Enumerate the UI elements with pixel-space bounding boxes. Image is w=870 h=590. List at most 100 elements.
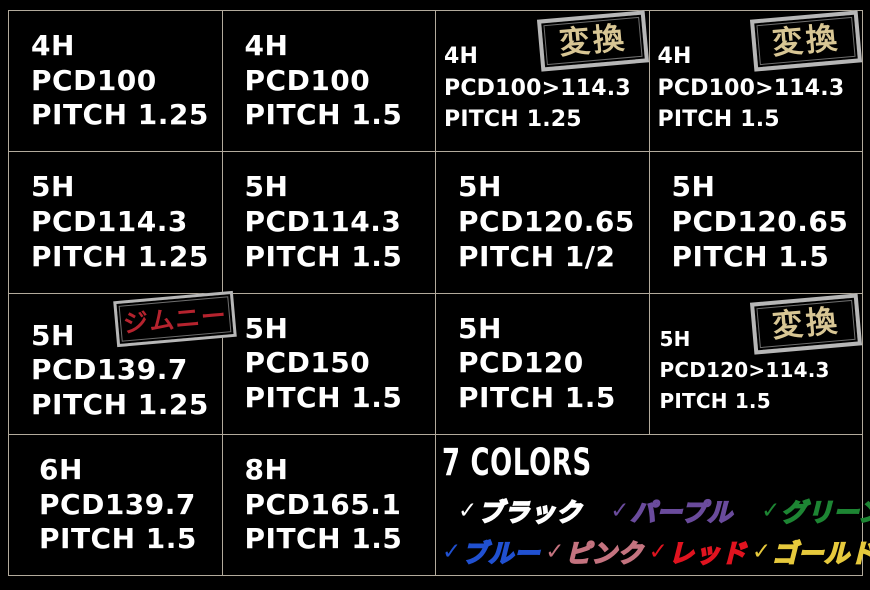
pcd-value: PCD120.65 bbox=[671, 205, 849, 239]
check-icon: ✓ bbox=[545, 538, 565, 565]
spec-text: 5H PCD114.3 PITCH 1.25 bbox=[31, 170, 222, 274]
pitch-value: PITCH 1.5 bbox=[244, 522, 403, 556]
color-item-green: ✓ グリーン bbox=[761, 493, 870, 529]
pcd-value: PCD114.3 bbox=[244, 205, 402, 239]
spec-text: 4H PCD100>114.3 PITCH 1.25 bbox=[444, 41, 649, 135]
pcd-value: PCD100 bbox=[31, 63, 157, 97]
spec-text: 5H PCD114.3 PITCH 1.5 bbox=[245, 170, 436, 274]
color-item-red: ✓ レッド bbox=[649, 534, 747, 570]
color-label: ピンク bbox=[565, 538, 644, 569]
pcd-value: PCD120 bbox=[458, 346, 584, 380]
spec-text: 5H PCD120 PITCH 1.5 bbox=[458, 312, 649, 416]
color-label: ブルー bbox=[461, 538, 541, 569]
holes-value: 4H bbox=[657, 44, 692, 70]
cell-4h-pcd100-15: 4H PCD100 PITCH 1.5 bbox=[222, 11, 436, 152]
holes-value: 5H bbox=[244, 311, 289, 345]
pitch-value: PITCH 1.5 bbox=[244, 380, 403, 414]
color-item-purple: ✓ パープル bbox=[610, 493, 733, 529]
pitch-value: PITCH 1.25 bbox=[444, 106, 582, 132]
color-item-gold: ✓ ゴールド bbox=[752, 534, 870, 570]
cell-5h-pcd120-15: 5H PCD120 PITCH 1.5 bbox=[436, 293, 649, 434]
pitch-value: PITCH 1.5 bbox=[671, 239, 830, 273]
color-item-black: ✓ ブラック bbox=[458, 493, 582, 529]
check-icon: ✓ bbox=[751, 538, 772, 565]
pitch-value: PITCH 1.5 bbox=[458, 380, 616, 414]
color-label: ブラック bbox=[477, 497, 583, 528]
pitch-value: PITCH 1.25 bbox=[31, 239, 209, 273]
color-label: グリーン bbox=[780, 497, 870, 528]
pcd-value: PCD100 bbox=[244, 63, 371, 97]
holes-value: 5H bbox=[671, 170, 716, 204]
pcd-value: PCD165.1 bbox=[244, 487, 402, 521]
holes-value: 5H bbox=[659, 327, 691, 352]
colors-panel: 7 COLORS ✓ ブラック ✓ パープル ✓ グリーン ✓ ブルー ✓ ピン bbox=[436, 434, 870, 575]
cell-8h-pcd1651-15: 8H PCD165.1 PITCH 1.5 bbox=[222, 434, 436, 575]
pcd-value: PCD100>114.3 bbox=[444, 75, 631, 101]
spec-text: 8H PCD165.1 PITCH 1.5 bbox=[245, 453, 436, 557]
check-icon: ✓ bbox=[648, 538, 668, 565]
holes-value: 5H bbox=[458, 311, 502, 345]
cell-5h-pcd1143-15: 5H PCD114.3 PITCH 1.5 bbox=[222, 152, 436, 293]
pcd-value: PCD139.7 bbox=[31, 353, 188, 387]
pcd-value: PCD100>114.3 bbox=[657, 75, 845, 101]
spec-text: 5H PCD120.65 PITCH 1/2 bbox=[458, 170, 649, 274]
color-label: パープル bbox=[630, 497, 734, 528]
pcd-value: PCD120.65 bbox=[458, 205, 635, 239]
cell-5h-pcd120-114-15: 変換 5H PCD120>114.3 PITCH 1.5 bbox=[649, 292, 863, 434]
spec-text: 5H PCD139.7 PITCH 1.25 bbox=[31, 319, 222, 423]
colors-title: 7 COLORS bbox=[442, 440, 592, 484]
holes-value: 4H bbox=[444, 44, 479, 70]
spec-grid: 4H PCD100 PITCH 1.25 4H PCD100 PITCH 1.5… bbox=[8, 10, 870, 576]
cell-4h-pcd100-125: 4H PCD100 PITCH 1.25 bbox=[9, 11, 222, 152]
pitch-value: PITCH 1.5 bbox=[657, 106, 780, 132]
spec-text: 4H PCD100>114.3 PITCH 1.5 bbox=[658, 41, 863, 135]
spec-text: 6H PCD139.7 PITCH 1.5 bbox=[39, 453, 222, 557]
cell-5h-pcd1397-125-jimny: ジムニー 5H PCD139.7 PITCH 1.25 bbox=[9, 290, 237, 434]
spec-text: 4H PCD100 PITCH 1.25 bbox=[31, 29, 222, 133]
henkan-conversion-badge: 変換 bbox=[749, 292, 863, 355]
pitch-value: PITCH 1.5 bbox=[244, 98, 403, 132]
holes-value: 4H bbox=[244, 29, 289, 63]
henkan-conversion-badge: 変換 bbox=[749, 10, 863, 72]
pitch-value: PITCH 1.5 bbox=[244, 239, 403, 273]
spec-text: 4H PCD100 PITCH 1.5 bbox=[245, 29, 436, 133]
holes-value: 8H bbox=[244, 452, 289, 486]
jimny-badge: ジムニー bbox=[113, 290, 237, 347]
pcd-value: PCD114.3 bbox=[31, 205, 188, 239]
cell-4h-pcd100-114-125: 変換 4H PCD100>114.3 PITCH 1.25 bbox=[436, 10, 649, 152]
pcd-value: PCD120>114.3 bbox=[659, 358, 830, 383]
check-icon: ✓ bbox=[761, 497, 781, 524]
color-row-2: ✓ ブルー ✓ ピンク ✓ レッド ✓ ゴールド bbox=[442, 534, 870, 570]
holes-value: 5H bbox=[458, 170, 502, 204]
color-row-1: ✓ ブラック ✓ パープル ✓ グリーン bbox=[458, 493, 870, 529]
color-item-blue: ✓ ブルー bbox=[442, 534, 540, 570]
pcd-value: PCD139.7 bbox=[39, 487, 196, 521]
cell-5h-pcd150-15: 5H PCD150 PITCH 1.5 bbox=[222, 293, 436, 434]
color-label: ゴールド bbox=[771, 538, 870, 569]
pitch-value: PITCH 1/2 bbox=[458, 239, 616, 273]
cell-5h-pcd12065-12: 5H PCD120.65 PITCH 1/2 bbox=[436, 152, 649, 293]
holes-value: 4H bbox=[31, 29, 75, 63]
holes-value: 5H bbox=[31, 318, 75, 352]
cell-5h-pcd12065-15: 5H PCD120.65 PITCH 1.5 bbox=[649, 152, 863, 293]
check-icon: ✓ bbox=[610, 497, 630, 524]
pitch-value: PITCH 1.25 bbox=[31, 98, 209, 132]
cell-5h-pcd1143-125: 5H PCD114.3 PITCH 1.25 bbox=[9, 152, 222, 293]
color-label: レッド bbox=[668, 538, 747, 569]
spec-text: 5H PCD120.65 PITCH 1.5 bbox=[672, 170, 863, 274]
check-icon: ✓ bbox=[458, 497, 478, 524]
holes-value: 6H bbox=[39, 452, 83, 486]
cell-6h-pcd1397-15: 6H PCD139.7 PITCH 1.5 bbox=[9, 434, 222, 575]
pitch-value: PITCH 1.5 bbox=[659, 389, 771, 414]
spec-text: 5H PCD150 PITCH 1.5 bbox=[245, 312, 436, 416]
holes-value: 5H bbox=[31, 170, 75, 204]
spec-text: 5H PCD120>114.3 PITCH 1.5 bbox=[660, 324, 863, 417]
check-icon: ✓ bbox=[442, 538, 462, 565]
cell-4h-pcd100-114-15: 変換 4H PCD100>114.3 PITCH 1.5 bbox=[649, 10, 863, 152]
holes-value: 5H bbox=[244, 170, 289, 204]
henkan-conversion-badge: 変換 bbox=[536, 10, 649, 72]
color-item-pink: ✓ ピンク bbox=[545, 534, 643, 570]
pcd-value: PCD150 bbox=[244, 346, 371, 380]
pitch-value: PITCH 1.5 bbox=[39, 522, 197, 556]
